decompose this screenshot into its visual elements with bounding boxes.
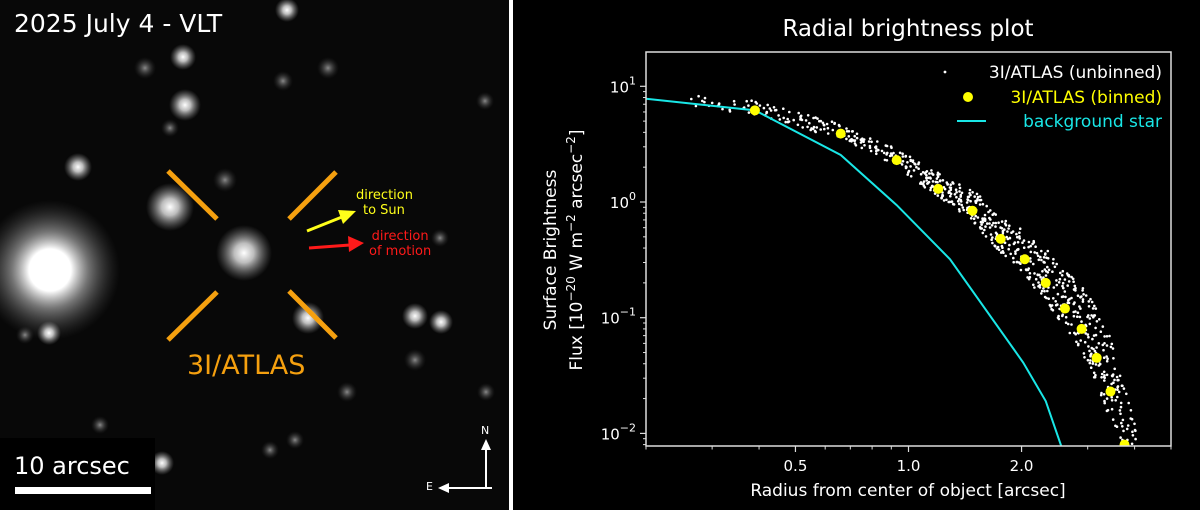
legend-item: background star — [957, 112, 1162, 132]
binned-point — [1040, 277, 1051, 288]
y-tick-label: 10−2 — [601, 421, 636, 443]
binned-point — [1076, 323, 1087, 334]
unbinned-points — [690, 94, 1137, 446]
binned-points — [749, 105, 1130, 446]
binned-point — [1059, 303, 1070, 314]
background-star-line — [646, 97, 1063, 446]
stars — [0, 0, 495, 475]
binned-point — [1105, 386, 1116, 397]
scalebar — [15, 487, 151, 494]
compass — [438, 439, 492, 493]
binned-point — [995, 233, 1006, 244]
legend-dot-icon — [943, 70, 947, 74]
binned-point — [1119, 439, 1130, 446]
sun-direction-arrow — [306, 210, 356, 233]
y-axis-label: Surface Brightness Flux [10−20 W m−2 arc… — [541, 129, 587, 370]
legend-item: 3I/ATLAS (binned) — [963, 88, 1162, 108]
motion-direction-label: direction of motion — [369, 229, 431, 259]
sun-label-line1: direction — [356, 188, 413, 203]
binned-point — [933, 183, 944, 194]
binned-point — [835, 128, 846, 139]
star-field — [0, 0, 509, 510]
x-axis: 0.5 1.0 2.0 — [645, 446, 1172, 475]
chart-title: Radial brightness plot — [782, 16, 1033, 42]
scalebar-background — [0, 438, 155, 510]
compass-north-label: N — [481, 424, 490, 437]
x-tick-label: 1.0 — [897, 457, 921, 475]
telescope-image-panel: 2025 July 4 - VLT 3I/ATLAS direction to … — [0, 0, 509, 510]
legend-label: 3I/ATLAS (unbinned) — [989, 63, 1162, 83]
y-tick-label: 100 — [610, 190, 636, 212]
x-tick-label: 0.5 — [784, 457, 808, 475]
y-axis-label-line1: Surface Brightness — [541, 170, 561, 331]
sun-direction-label: direction to Sun — [356, 188, 413, 218]
motion-direction-arrow — [308, 236, 364, 252]
legend-label: 3I/ATLAS (binned) — [1010, 88, 1162, 108]
plot-area — [646, 94, 1137, 446]
panel-divider — [509, 0, 513, 510]
compass-east-label: E — [426, 480, 433, 493]
legend: 3I/ATLAS (unbinned) 3I/ATLAS (binned) back… — [943, 63, 1162, 132]
legend-label: background star — [1023, 112, 1162, 132]
y-tick-label: 10−1 — [601, 306, 636, 328]
legend-circle-icon — [963, 92, 973, 102]
y-axis: 101 100 10−1 10−2 — [601, 74, 646, 446]
y-axis-label-line2: Flux [10−20 W m−2 arcsec−2] — [564, 129, 587, 370]
sun-label-line2: to Sun — [363, 203, 405, 218]
motion-label-line1: direction — [371, 229, 429, 244]
y-tick-label: 101 — [610, 74, 636, 96]
binned-point — [891, 155, 902, 166]
binned-point — [967, 205, 978, 216]
binned-point — [1019, 254, 1030, 265]
binned-point — [1091, 352, 1102, 363]
object-marker-lines — [166, 169, 338, 342]
x-axis-label: Radius from center of object [arcsec] — [750, 481, 1065, 501]
motion-label-line2: of motion — [369, 244, 432, 259]
legend-item: 3I/ATLAS (unbinned) — [943, 63, 1162, 83]
x-tick-label: 2.0 — [1010, 457, 1034, 475]
binned-point — [749, 105, 760, 116]
image-title: 2025 July 4 - VLT — [14, 9, 223, 38]
scalebar-label: 10 arcsec — [14, 452, 130, 480]
object-label: 3I/ATLAS — [187, 350, 306, 381]
